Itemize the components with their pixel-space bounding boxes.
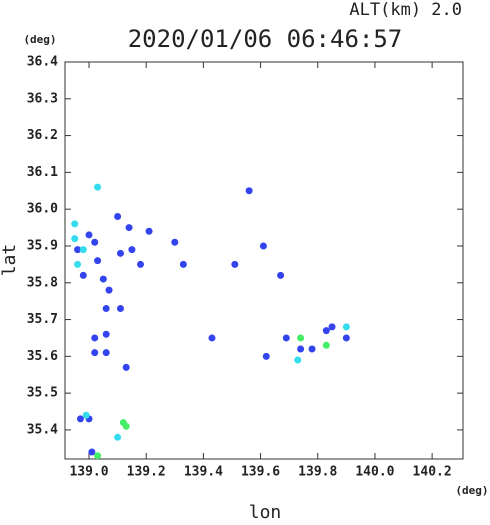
point [94, 183, 102, 191]
chart-title: 2020/01/06 06:46:57 [128, 25, 403, 53]
point [85, 231, 93, 239]
point [114, 213, 122, 221]
point [94, 452, 102, 460]
point [342, 323, 350, 331]
point [282, 334, 290, 342]
point [128, 246, 136, 254]
point [74, 260, 82, 268]
point [102, 305, 110, 313]
point [71, 235, 79, 243]
x-tick-label: 139.2 [127, 465, 166, 480]
x-tick-label: 139.4 [184, 465, 223, 480]
point [208, 334, 216, 342]
point [145, 227, 153, 235]
y-tick-label: 35.8 [27, 275, 58, 290]
x-tick-label: 139.8 [298, 465, 337, 480]
x-tick-label: 140.0 [355, 465, 394, 480]
y-tick-label: 36.3 [27, 91, 58, 106]
point [116, 249, 124, 257]
point [76, 415, 84, 423]
point [322, 341, 330, 349]
y-tick-label: 36.2 [27, 128, 58, 143]
point [122, 422, 130, 430]
y-unit: (deg) [23, 33, 56, 46]
point [102, 330, 110, 338]
y-tick-label: 36.4 [27, 55, 58, 70]
point [114, 433, 122, 441]
y-tick-label: 35.5 [27, 386, 58, 401]
x-tick-label: 139.6 [241, 465, 280, 480]
point [99, 275, 107, 283]
point [342, 334, 350, 342]
y-axis-label: lat [0, 244, 20, 277]
point [328, 323, 336, 331]
point [79, 271, 87, 279]
y-tick-label: 36.0 [27, 202, 58, 217]
x-tick-label: 139.0 [69, 465, 108, 480]
point [91, 349, 99, 357]
point [259, 242, 267, 250]
y-tick-label: 35.6 [27, 349, 58, 364]
point [79, 246, 87, 254]
point [94, 257, 102, 265]
plot-frame [64, 61, 464, 460]
point [74, 246, 82, 254]
point [297, 345, 305, 353]
point [308, 345, 316, 353]
point [297, 334, 305, 342]
point [179, 260, 187, 268]
point [294, 356, 302, 364]
point [91, 238, 99, 246]
point [122, 363, 130, 371]
point [322, 327, 330, 335]
point [136, 260, 144, 268]
y-tick-label: 35.9 [27, 238, 58, 253]
y-tick-label: 35.4 [27, 422, 58, 437]
point [116, 305, 124, 313]
point [105, 286, 113, 294]
point [231, 260, 239, 268]
point [102, 349, 110, 357]
point [245, 187, 253, 195]
subtitle: ALT(km) 2.0 [349, 0, 462, 20]
point [262, 352, 270, 360]
y-tick-label: 36.1 [27, 165, 58, 180]
point [91, 334, 99, 342]
point [71, 220, 79, 228]
point [82, 411, 90, 419]
point [88, 448, 96, 456]
point [125, 224, 133, 232]
x-tick-label: 140.2 [413, 465, 452, 480]
point [277, 271, 285, 279]
point [171, 238, 179, 246]
x-axis-label: lon [249, 502, 282, 521]
y-tick-label: 35.7 [27, 312, 58, 327]
x-unit: (deg) [455, 484, 488, 497]
